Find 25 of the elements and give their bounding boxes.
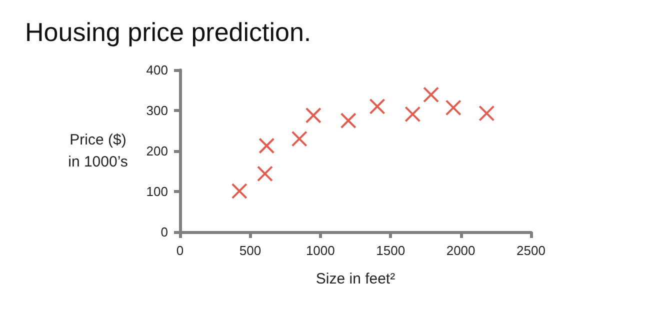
y-tick-label: 0 [160, 224, 168, 240]
x-tick-label: 0 [176, 243, 184, 258]
x-tick-label: 2000 [446, 243, 476, 258]
point [231, 183, 248, 200]
x-tick-label: 500 [239, 243, 262, 258]
point [404, 106, 421, 122]
x-tick-label: 1000 [306, 243, 335, 258]
chart-title: Housing price prediction. [25, 17, 312, 47]
y-axis-title: Price ($) in 1000’s [68, 132, 128, 170]
y-tick-label: 300 [146, 103, 168, 118]
point [340, 112, 356, 129]
point [305, 107, 322, 124]
point [478, 105, 495, 122]
y-tick-label: 100 [146, 184, 168, 199]
y-tick-label: 400 [146, 62, 168, 78]
x-axis-title: Size in feet² [316, 270, 396, 288]
x-tick-label: 1500 [376, 243, 406, 258]
point [258, 138, 275, 154]
point [256, 166, 273, 182]
point [369, 98, 386, 114]
y-tick-label: 200 [146, 144, 168, 158]
x-tick-label: 2500 [516, 243, 546, 258]
point [291, 130, 308, 147]
point [445, 100, 462, 116]
point [423, 86, 440, 103]
